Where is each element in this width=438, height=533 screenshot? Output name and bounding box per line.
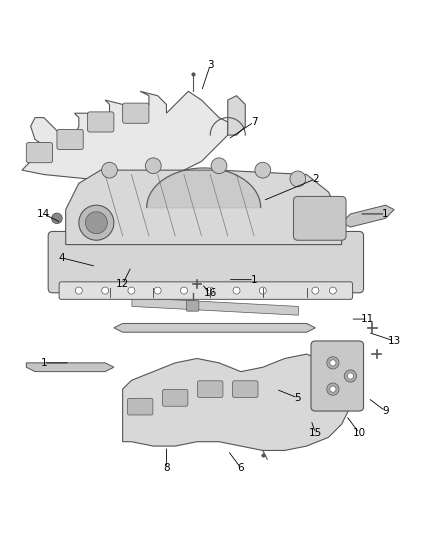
Text: 14: 14 [37,209,50,219]
Circle shape [52,213,62,223]
Polygon shape [114,324,315,332]
PathPatch shape [123,354,350,450]
PathPatch shape [66,170,342,245]
Text: 1: 1 [251,274,258,285]
Polygon shape [228,96,245,135]
FancyBboxPatch shape [127,398,153,415]
Circle shape [330,386,336,392]
Text: 8: 8 [163,463,170,473]
Text: 5: 5 [294,393,301,403]
Circle shape [259,287,266,294]
FancyBboxPatch shape [59,282,353,300]
Circle shape [290,171,306,187]
Circle shape [75,287,82,294]
Text: 15: 15 [309,428,322,438]
Circle shape [330,360,336,366]
Circle shape [312,287,319,294]
Text: 1: 1 [382,209,389,219]
Circle shape [79,205,114,240]
FancyBboxPatch shape [57,130,83,150]
Circle shape [128,287,135,294]
Polygon shape [342,205,394,227]
Text: 1: 1 [40,358,47,368]
Text: 12: 12 [116,279,129,289]
Circle shape [329,287,336,294]
Polygon shape [26,363,114,372]
FancyBboxPatch shape [311,341,364,411]
Circle shape [102,287,109,294]
Circle shape [347,373,353,379]
Text: 3: 3 [207,60,214,70]
FancyBboxPatch shape [293,197,346,240]
Circle shape [180,287,187,294]
Circle shape [327,383,339,395]
FancyBboxPatch shape [198,381,223,398]
Circle shape [154,287,161,294]
FancyBboxPatch shape [26,142,53,163]
Circle shape [102,162,117,178]
Text: 13: 13 [388,336,401,346]
FancyBboxPatch shape [88,112,114,132]
Circle shape [207,287,214,294]
FancyBboxPatch shape [48,231,364,293]
Circle shape [327,357,339,369]
Text: 7: 7 [251,117,258,127]
Text: 4: 4 [58,253,65,263]
Text: 11: 11 [361,314,374,324]
Circle shape [145,158,161,174]
Circle shape [85,212,107,233]
Circle shape [255,162,271,178]
FancyBboxPatch shape [123,103,149,123]
Text: 6: 6 [237,463,244,473]
Text: 16: 16 [204,288,217,298]
Circle shape [344,370,357,382]
PathPatch shape [22,91,228,179]
Text: 10: 10 [353,428,366,438]
Circle shape [211,158,227,174]
FancyBboxPatch shape [187,301,199,311]
Text: 2: 2 [312,174,319,184]
Circle shape [233,287,240,294]
Text: 9: 9 [382,406,389,416]
FancyBboxPatch shape [233,381,258,398]
FancyBboxPatch shape [162,390,188,406]
